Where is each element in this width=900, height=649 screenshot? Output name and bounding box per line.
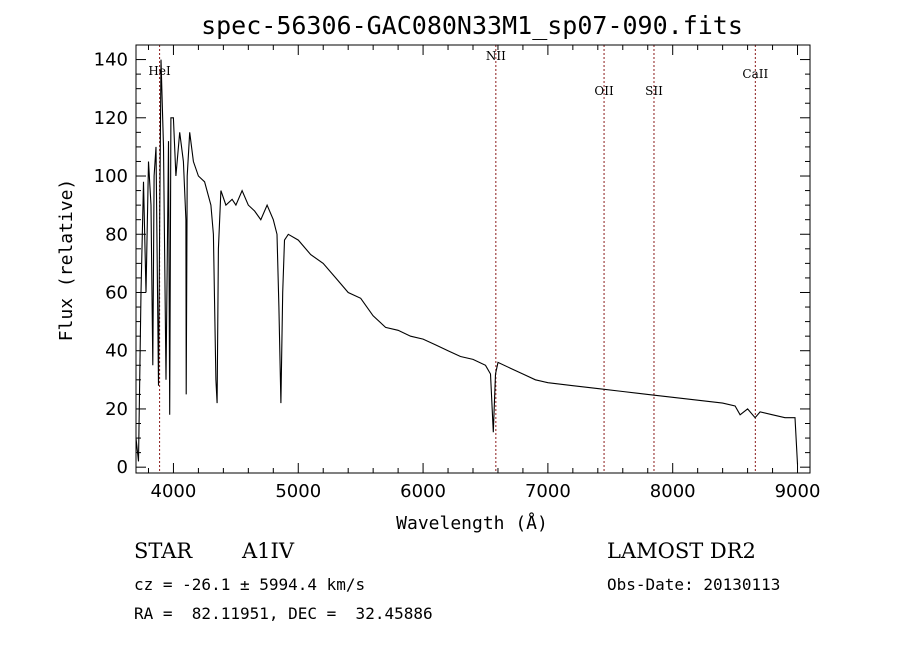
spectral-subclass: A1IV [242,539,294,563]
x-tick-label: 5000 [275,481,321,502]
line-label-nii: NII [486,49,506,63]
object-type: STAR [134,539,193,563]
chart-title: spec-56306-GAC080N33M1_sp07-090.fits [201,11,743,40]
x-axis-label: Wavelength (Å) [396,512,548,534]
y-tick-label: 0 [117,457,128,478]
y-tick-label: 20 [105,399,128,420]
survey-name: LAMOST DR2 [607,539,756,563]
line-label-sii: SII [645,84,663,98]
spectrum-line [135,59,799,465]
x-tick-label: 6000 [400,481,446,502]
line-label-oii: OII [594,84,614,98]
y-tick-label: 60 [105,282,128,303]
y-tick-label: 100 [94,166,128,187]
line-label-hei: HeI [148,64,171,78]
line-label-caii: CaII [742,67,768,81]
y-tick-label: 80 [105,224,128,245]
line-markers: HeI NII OII SII CaII [148,45,768,473]
y-tick-label: 40 [105,341,128,362]
obs-date: Obs-Date: 20130113 [607,575,781,594]
plot-frame [135,44,811,474]
ra-dec-coords: RA = 82.11951, DEC = 32.45886 [134,604,433,623]
x-tick-label: 7000 [525,481,571,502]
redshift-cz: cz = -26.1 ± 5994.4 km/s [134,575,366,594]
x-tick-label: 9000 [775,481,821,502]
axis-ticks: 4000 5000 6000 7000 8000 9000 0 20 40 60 80 100 120 1… [94,44,821,502]
y-tick-label: 120 [94,108,128,129]
x-tick-label: 4000 [151,481,197,502]
y-axis-label: Flux (relative) [56,179,77,342]
x-tick-label: 8000 [650,481,696,502]
y-tick-label: 140 [94,50,128,71]
